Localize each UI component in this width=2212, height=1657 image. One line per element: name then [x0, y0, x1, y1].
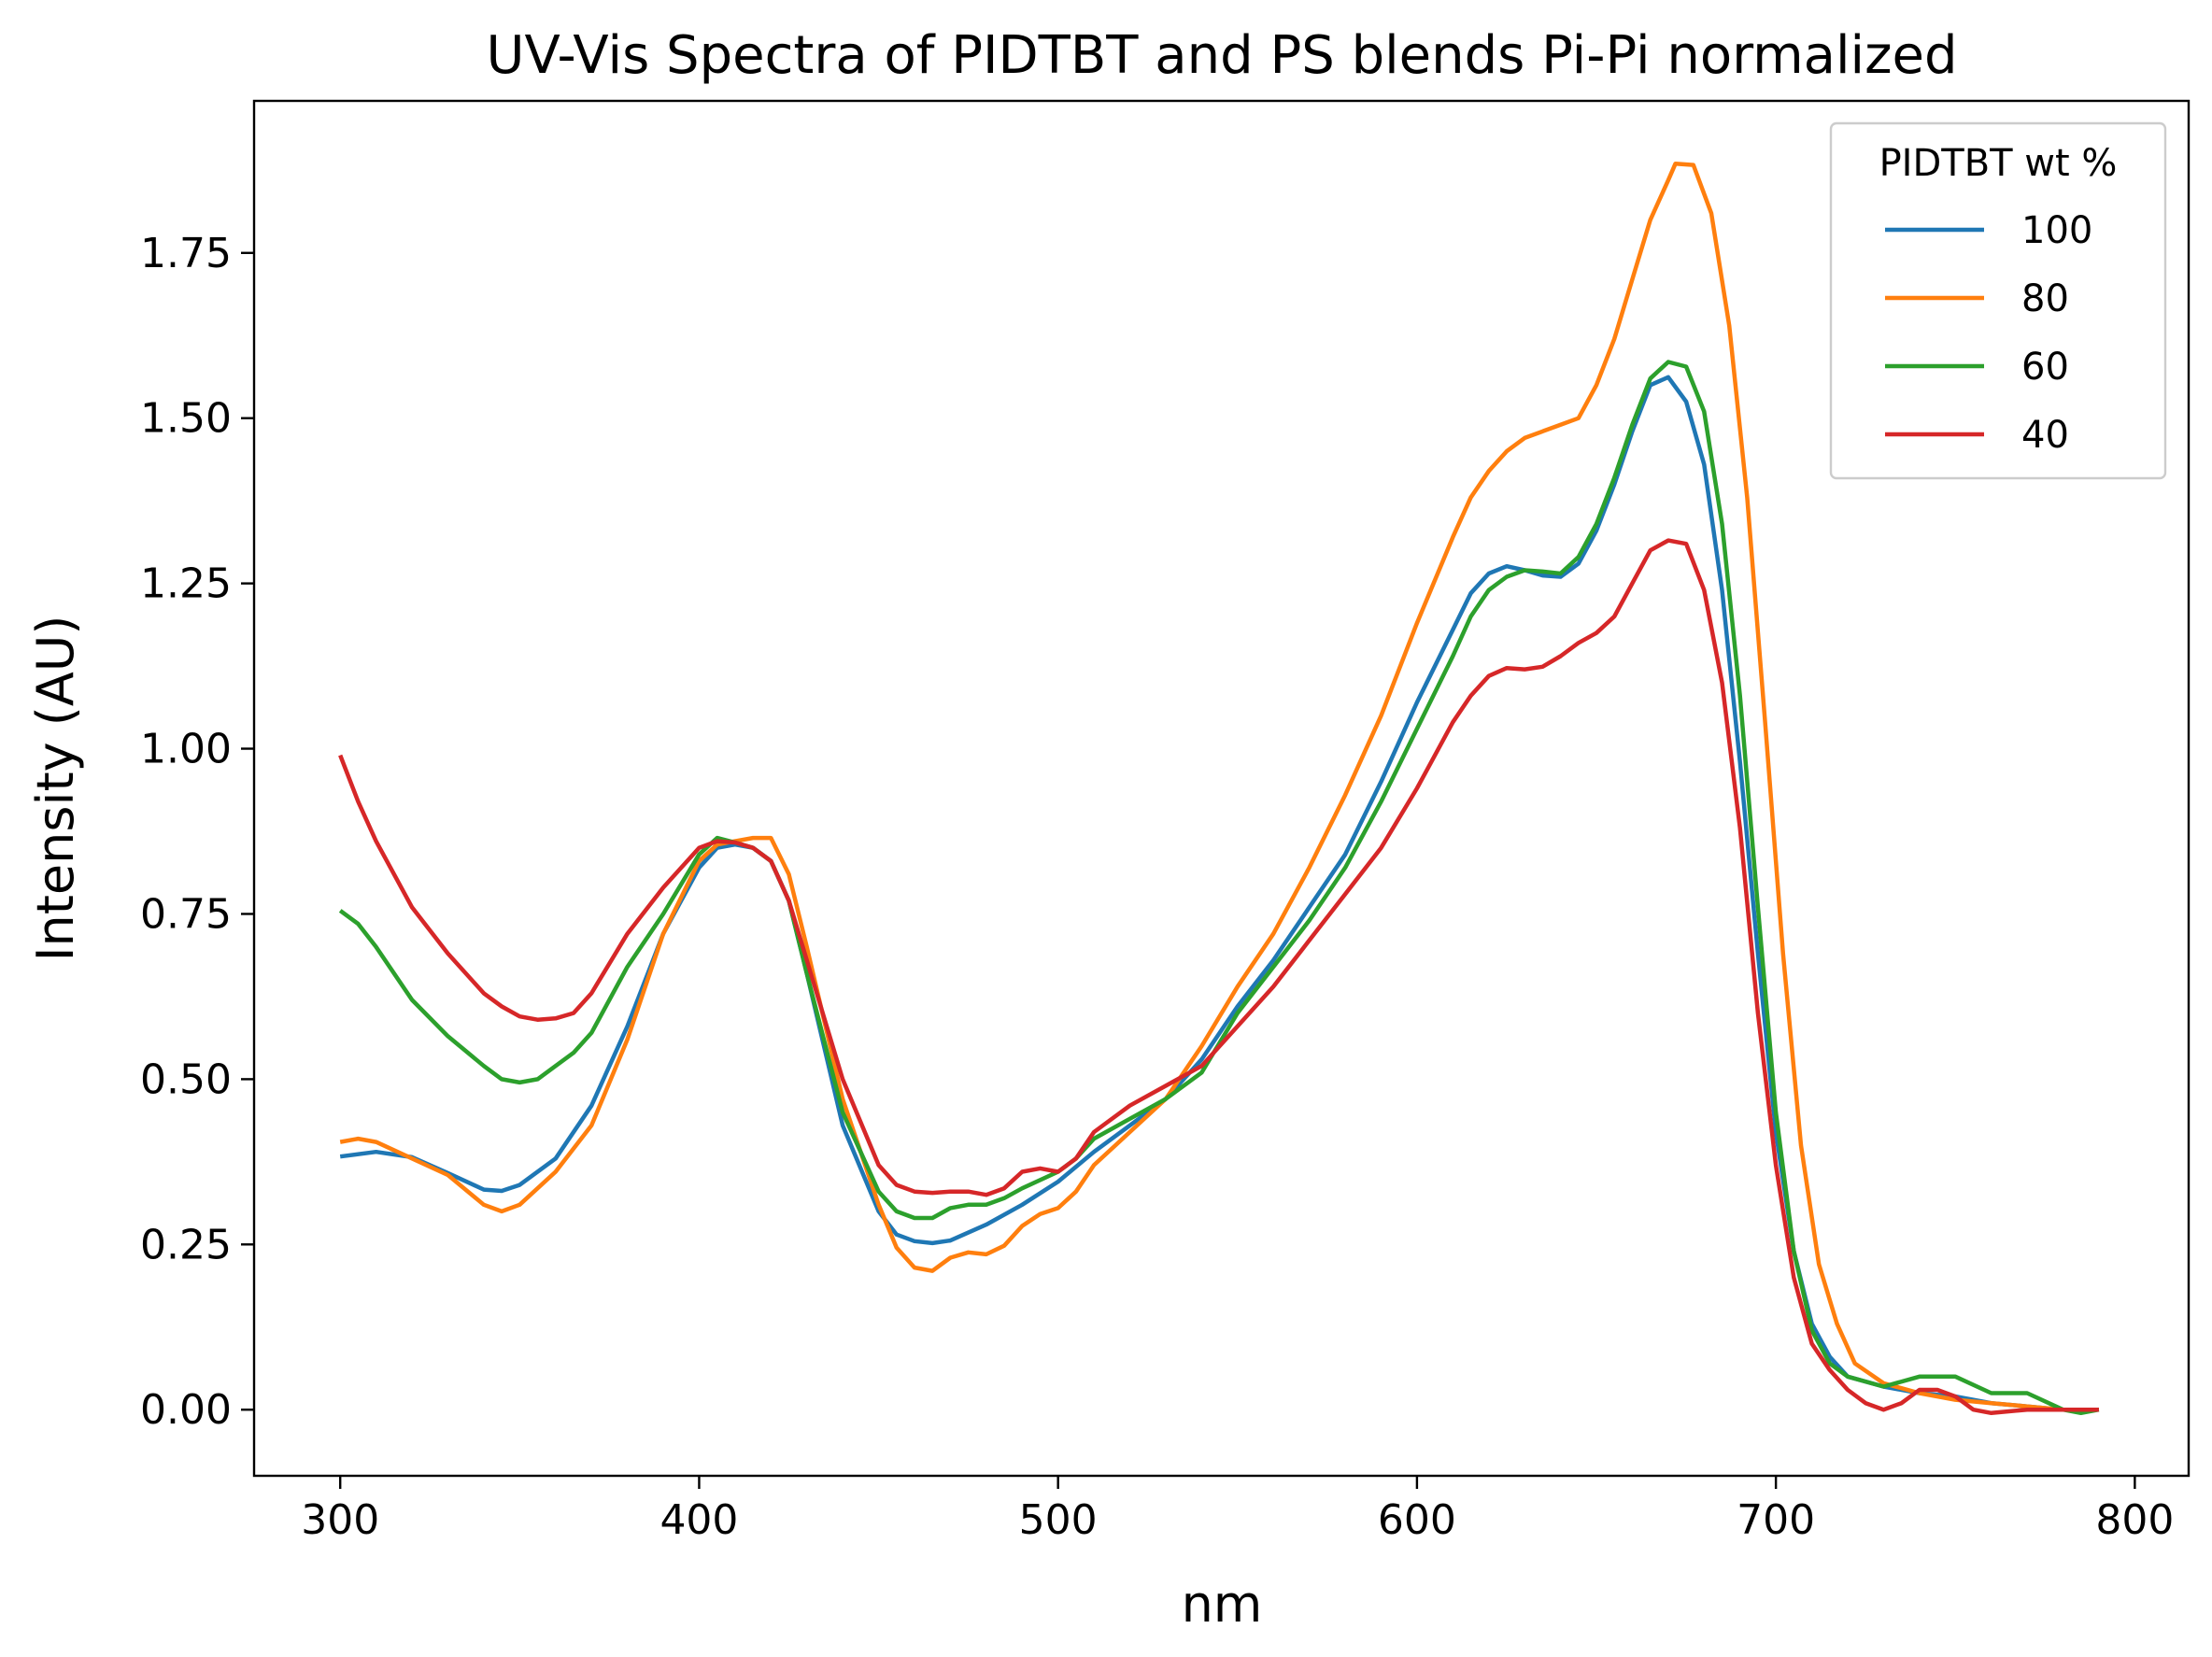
x-tick-label: 800 — [2095, 1496, 2174, 1544]
legend-label-80: 80 — [2021, 277, 2069, 320]
x-tick-label: 600 — [1378, 1496, 1456, 1544]
y-tick-label: 1.50 — [140, 395, 232, 443]
series-line-40 — [338, 538, 2099, 1416]
legend-label-40: 40 — [2021, 414, 2069, 457]
y-axis-label: Intensity (AU) — [26, 616, 85, 962]
y-tick-label: 1.25 — [140, 560, 232, 608]
plot-frame — [252, 99, 2191, 1478]
y-axis: 0.00 0.25 0.50 0.75 1.00 1.25 1.50 1.75 — [140, 230, 254, 1434]
x-tick-label: 700 — [1737, 1496, 1815, 1544]
series-line-100 — [339, 375, 2099, 1412]
y-tick-label: 0.00 — [140, 1386, 232, 1434]
x-tick-label: 400 — [659, 1496, 738, 1544]
y-tick-label: 0.25 — [140, 1221, 232, 1268]
x-axis: 300 400 500 600 700 800 — [301, 1476, 2174, 1544]
chart-title: UV-Vis Spectra of PIDTBT and PS blends P… — [486, 25, 1957, 86]
legend-label-60: 60 — [2021, 346, 2069, 389]
x-tick-label: 500 — [1019, 1496, 1098, 1544]
y-tick-label: 1.75 — [140, 230, 232, 277]
legend: PIDTBT wt % 100 80 60 40 — [1829, 121, 2167, 480]
y-tick-label: 0.50 — [140, 1055, 232, 1103]
series-line-80 — [339, 161, 2099, 1412]
legend-label-100: 100 — [2021, 209, 2092, 252]
y-tick-label: 0.75 — [140, 890, 232, 938]
legend-title: PIDTBT wt % — [1879, 142, 2118, 185]
series-line-60 — [338, 360, 2100, 1416]
legend-items: 100 80 60 40 — [1885, 209, 2092, 457]
series-layer — [338, 161, 2100, 1416]
legend-box — [1829, 121, 2167, 480]
x-tick-label: 300 — [301, 1496, 379, 1544]
y-tick-label: 1.00 — [140, 726, 232, 773]
x-axis-label: nm — [1182, 1575, 1263, 1634]
